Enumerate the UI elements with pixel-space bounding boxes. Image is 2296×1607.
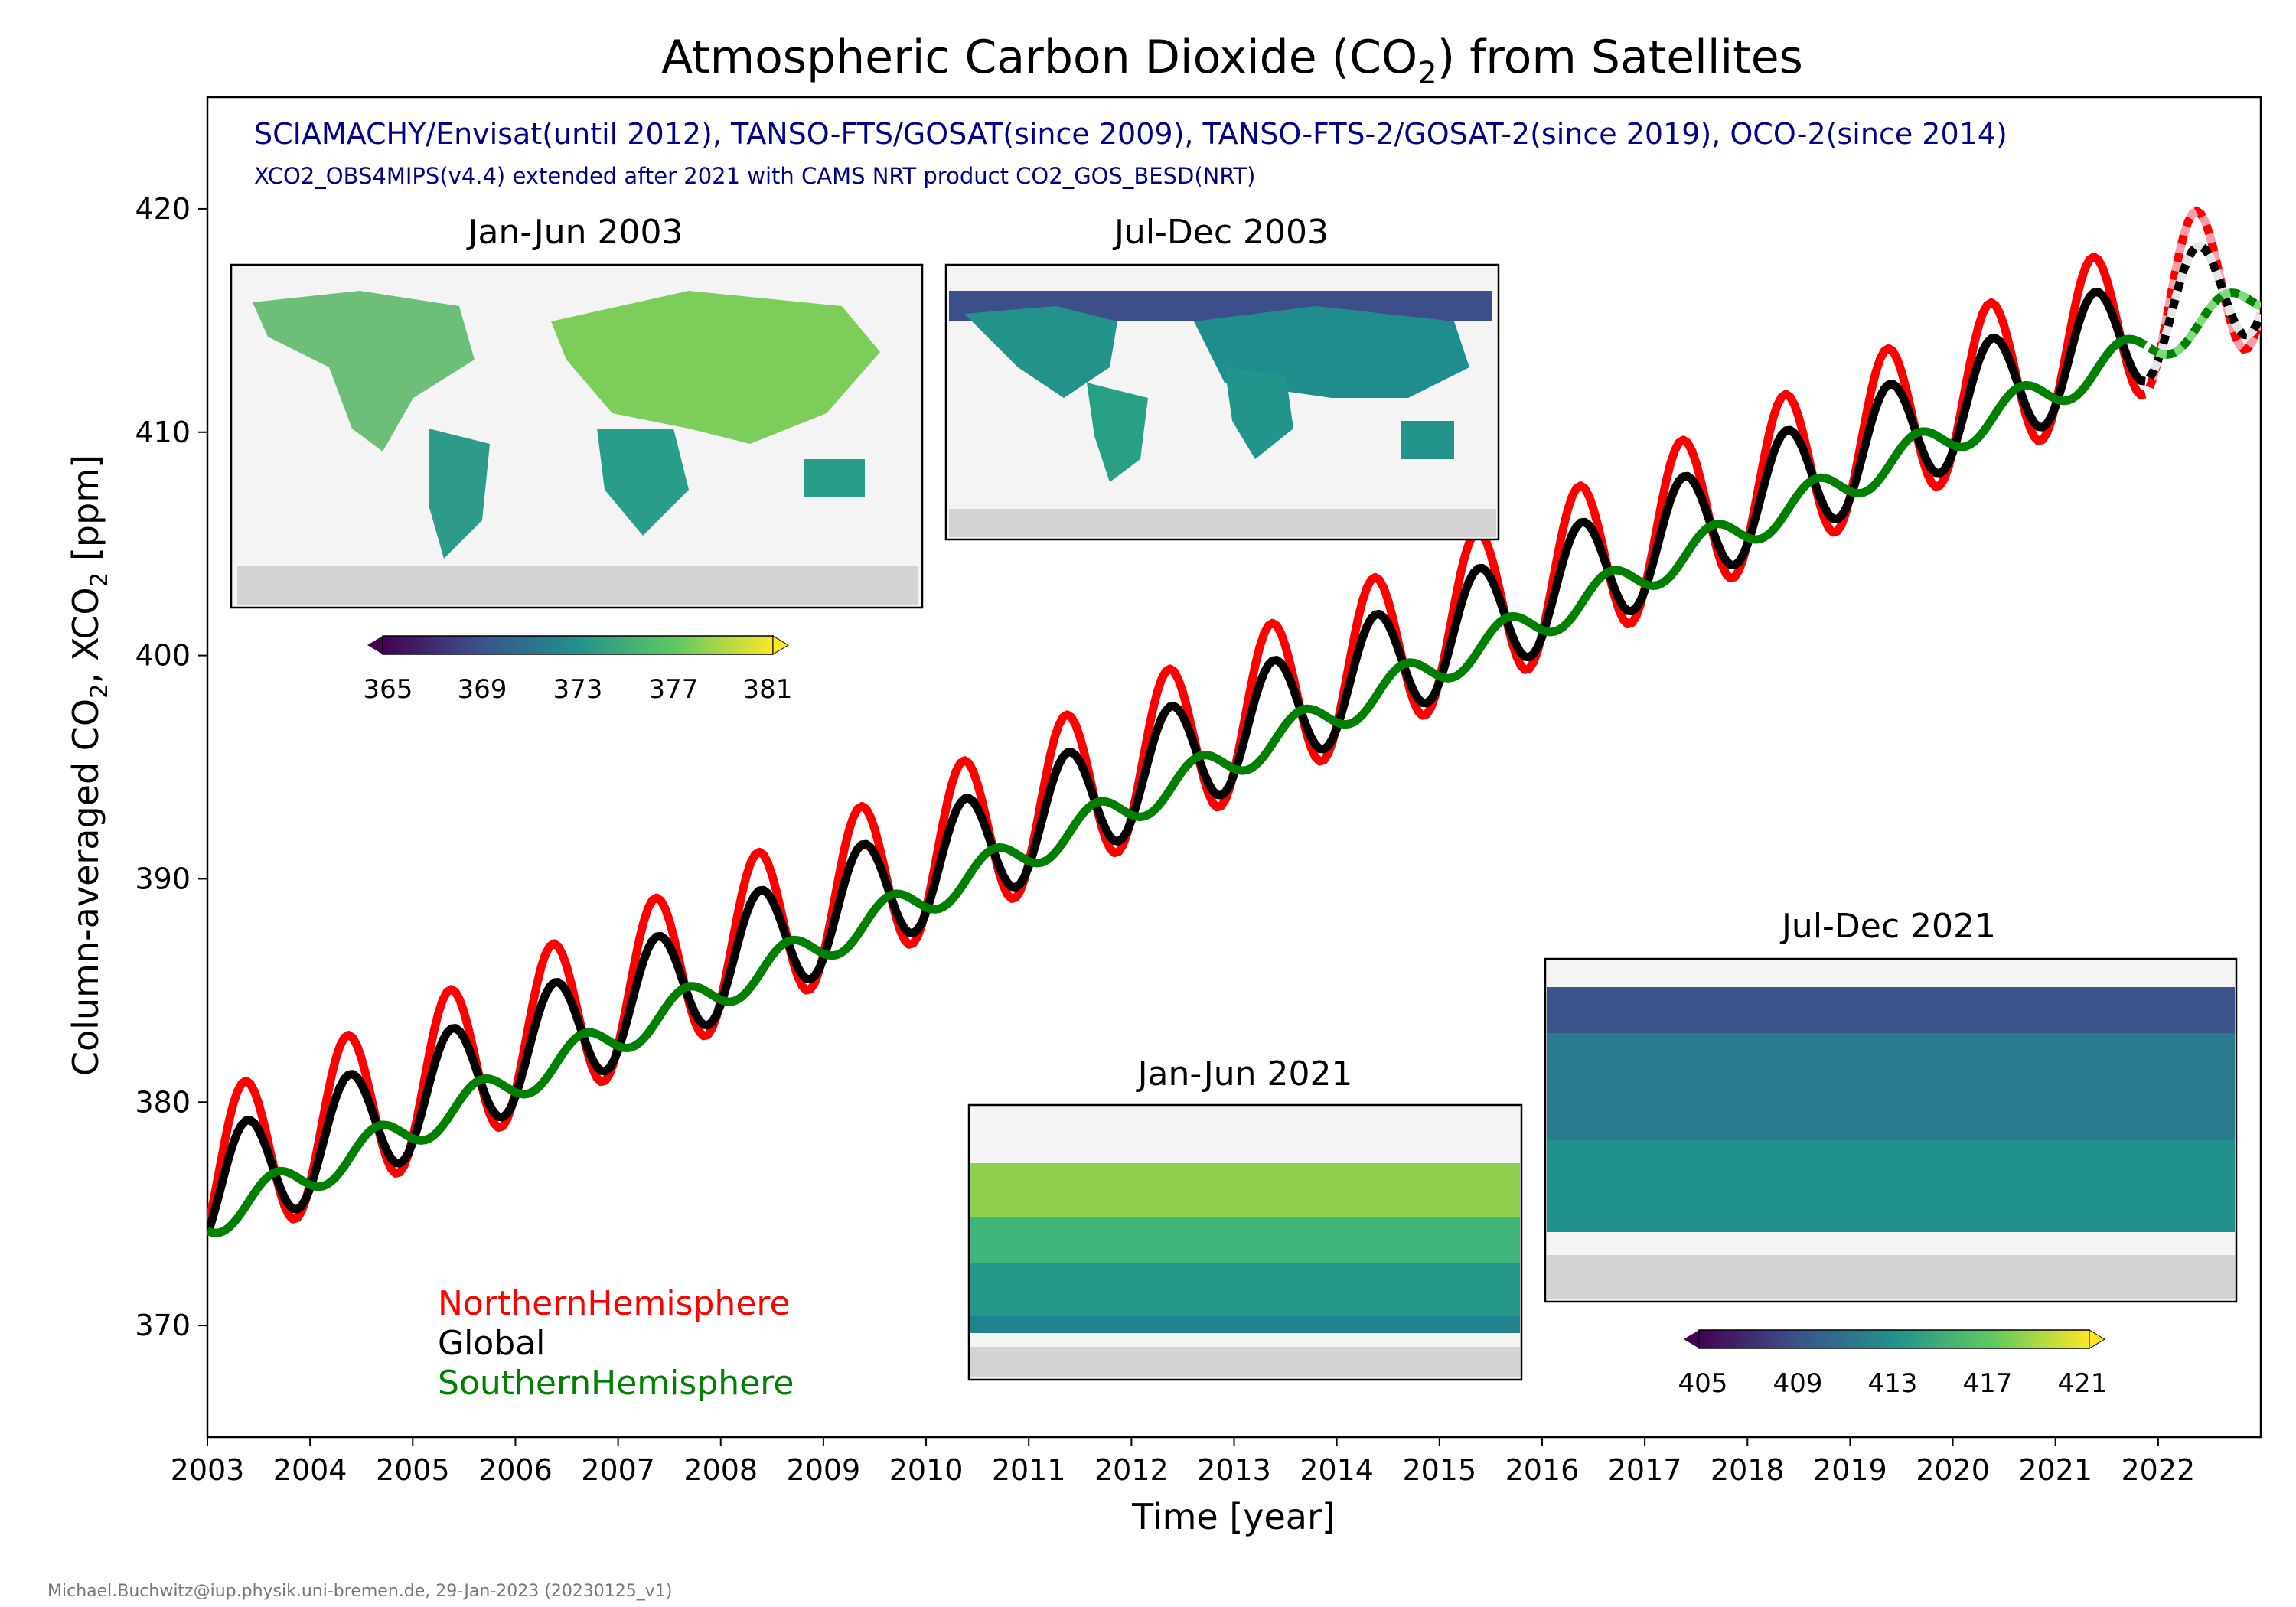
y-tick-label: 370 (135, 1309, 191, 1342)
colorbar-tick: 369 (458, 674, 507, 705)
x-tick-label: 2011 (992, 1453, 1066, 1487)
inset-map-jan-jun-2021: Jan-Jun 2021 (967, 1054, 1523, 1381)
x-tick-label: 2005 (376, 1453, 450, 1487)
subtitle-instruments: SCIAMACHY/Envisat(until 2012), TANSO-FTS… (254, 117, 2007, 151)
colorbar-tick: 413 (1868, 1368, 1918, 1399)
colorbar-tick: 421 (2058, 1368, 2108, 1399)
x-tick-label: 2020 (1916, 1453, 1990, 1487)
inset-map-jul-dec-2003: Jul-Dec 2003 (944, 213, 1500, 541)
legend-item-southern: SouthernHemisphere (438, 1364, 794, 1403)
x-tick-label: 2016 (1505, 1453, 1580, 1487)
colorbar-2003: 365 369 373 377 381 (364, 635, 793, 705)
x-tick-label: 2015 (1402, 1453, 1476, 1487)
x-tick-label: 2022 (2121, 1453, 2195, 1487)
series-nrt-alt-global (2146, 241, 2261, 380)
x-axis-label: Time [year] (1131, 1496, 1336, 1537)
x-tick-label: 2017 (1608, 1453, 1682, 1487)
series-nrt-global (2146, 241, 2261, 380)
colorbar-tick: 373 (553, 674, 603, 705)
inset-map-jan-jun-2003: Jan-Jun 2003 (230, 213, 924, 609)
x-tick-label: 2021 (2018, 1453, 2092, 1487)
x-tick-label: 2012 (1094, 1453, 1169, 1487)
y-axis-ticks: 370 380 390 400 410 420 (135, 192, 207, 1342)
inset-label: Jul-Dec 2021 (1779, 907, 1996, 946)
y-axis-label: Column-averaged CO2, XCO2 [ppm] (65, 455, 113, 1076)
x-tick-label: 2018 (1711, 1453, 1785, 1487)
inset-map-jul-dec-2021: Jul-Dec 2021 (1544, 907, 2238, 1303)
series-nrt-southernhemisphere (2147, 288, 2261, 359)
y-tick-label: 410 (135, 416, 191, 449)
x-tick-label: 2006 (478, 1453, 553, 1487)
chart-title: Atmospheric Carbon Dioxide (CO2) from Sa… (661, 31, 1803, 91)
colorbar-tick: 409 (1773, 1368, 1823, 1399)
series-group (207, 206, 2261, 1237)
credit-text: Michael.Buchwitz@iup.physik.uni-bremen.d… (47, 1582, 672, 1601)
colorbar-2021: 405 409 413 417 421 (1678, 1329, 2108, 1399)
subtitle-product: XCO2_OBS4MIPS(v4.4) extended after 2021 … (254, 163, 1255, 189)
series-nrt-alt-northernhemisphere (2145, 206, 2261, 390)
series-line-southernhemisphere (207, 334, 2148, 1237)
x-tick-label: 2007 (581, 1453, 655, 1487)
x-tick-label: 2014 (1300, 1453, 1374, 1487)
colorbar-tick: 377 (649, 674, 699, 705)
x-tick-label: 2010 (889, 1453, 964, 1487)
colorbar-tick: 405 (1678, 1368, 1728, 1399)
x-tick-label: 2008 (683, 1453, 758, 1487)
legend-item-global: Global (438, 1324, 545, 1363)
x-tick-label: 2003 (171, 1453, 245, 1487)
series-nrt-alt-southernhemisphere (2147, 288, 2261, 359)
colorbar-tick: 417 (1963, 1368, 2013, 1399)
x-tick-label: 2004 (273, 1453, 347, 1487)
y-tick-label: 420 (135, 192, 191, 226)
x-axis-ticks: 2003 2004 2005 2006 2007 2008 2009 2010 2011 2012… (171, 1437, 2195, 1487)
x-tick-label: 2009 (787, 1453, 861, 1487)
y-tick-label: 380 (135, 1085, 191, 1119)
inset-label: Jan-Jun 2003 (466, 213, 683, 252)
inset-label: Jan-Jun 2021 (1136, 1054, 1353, 1094)
series-line-northernhemisphere (207, 253, 2147, 1231)
colorbar-tick: 381 (743, 674, 793, 705)
inset-label: Jul-Dec 2003 (1112, 213, 1329, 252)
series-line-global (207, 288, 2146, 1236)
x-tick-label: 2019 (1813, 1453, 1887, 1487)
legend: NorthernHemisphere Global SouthernHemisp… (438, 1284, 794, 1403)
x-tick-label: 2013 (1197, 1453, 1271, 1487)
y-tick-label: 400 (135, 639, 191, 673)
colorbar-tick: 365 (364, 674, 413, 705)
legend-item-northern: NorthernHemisphere (438, 1284, 791, 1323)
y-tick-label: 390 (135, 862, 191, 895)
